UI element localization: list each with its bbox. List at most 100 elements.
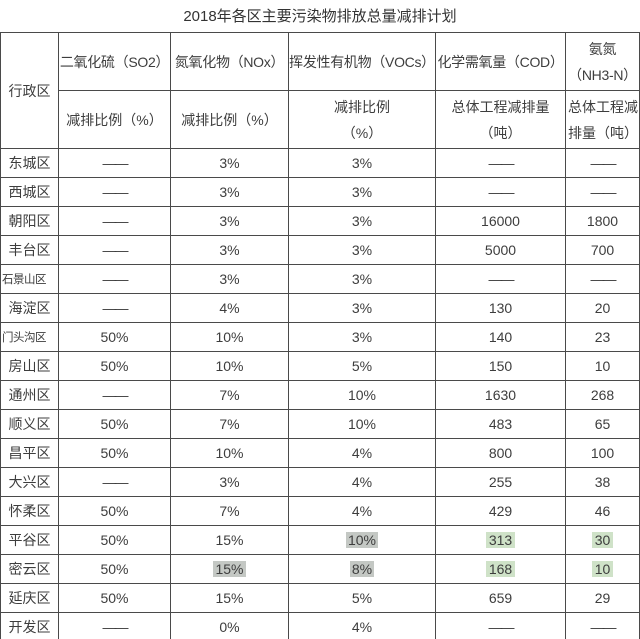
district-cell: 昌平区 (0, 438, 59, 468)
cell-value: 46 (594, 503, 611, 519)
district-cell: 西城区 (0, 177, 59, 207)
value-cell: 10 (565, 554, 640, 584)
table-row: 房山区 50% 10% 5% 150 10 (0, 351, 640, 381)
value-cell: 1630 (435, 380, 566, 410)
cell-value: 10% (347, 416, 377, 432)
cell-value: 50% (100, 590, 129, 606)
table-row: 怀柔区 50% 7% 4% 429 46 (0, 496, 640, 526)
district-cell: 平谷区 (0, 525, 59, 555)
value-cell: —— (435, 264, 566, 294)
value-cell: 10% (288, 380, 436, 410)
cell-value: 483 (488, 416, 513, 432)
watermark-highlighted-value: 10% (345, 532, 379, 548)
value-cell: 1800 (565, 206, 640, 236)
value-cell: 140 (435, 322, 566, 352)
table-row: 西城区 —— 3% 3% —— —— (0, 177, 640, 207)
value-cell: —— (565, 612, 640, 639)
value-cell: 100 (565, 438, 640, 468)
column-sub-so2: 减排比例（%） (58, 90, 171, 149)
dash-value: —— (102, 271, 129, 287)
value-cell: 255 (435, 467, 566, 497)
cell-value: 150 (488, 358, 513, 374)
cell-value: 29 (594, 590, 611, 606)
dash-value: —— (590, 184, 617, 200)
cell-value: 7% (219, 416, 240, 432)
district-cell: 房山区 (0, 351, 59, 381)
cell-value: 3% (219, 213, 240, 229)
value-cell: —— (435, 148, 566, 178)
watermark-highlighted-value: 168 (485, 561, 516, 577)
value-cell: 46 (565, 496, 640, 526)
district-cell: 延庆区 (0, 583, 59, 613)
cell-value: 65 (594, 416, 611, 432)
value-cell: 10% (170, 351, 289, 381)
column-group-cod: 化学需氧量（COD） (435, 32, 566, 91)
district-cell: 海淀区 (0, 293, 59, 323)
value-cell: 3% (170, 148, 289, 178)
cell-value: 50% (100, 561, 129, 577)
cell-value: 10% (215, 358, 244, 374)
cell-value: 429 (488, 503, 513, 519)
value-cell: 7% (170, 496, 289, 526)
value-cell: 700 (565, 235, 640, 265)
value-cell: 50% (58, 496, 171, 526)
value-cell: 50% (58, 322, 171, 352)
table-row: 开发区 —— 0% 4% —— —— (0, 612, 640, 639)
table-row: 密云区 50% 15% 8% 168 10 (0, 554, 640, 584)
table-row: 大兴区 —— 3% 4% 255 38 (0, 467, 640, 497)
table-header: 行政区 二氧化硫（SO2） 氮氧化物（NOx） 挥发性有机物（VOCs） 化学需… (0, 32, 640, 149)
value-cell: 150 (435, 351, 566, 381)
district-cell: 开发区 (0, 612, 59, 639)
value-cell: 4% (288, 612, 436, 639)
cell-value: 3% (351, 242, 373, 258)
value-cell: —— (565, 264, 640, 294)
value-cell: 23 (565, 322, 640, 352)
value-cell: —— (435, 612, 566, 639)
cell-value: 38 (594, 474, 611, 490)
cell-value: 4% (351, 619, 373, 635)
table-row: 东城区 —— 3% 3% —— —— (0, 148, 640, 178)
value-cell: 168 (435, 554, 566, 584)
value-cell: 10% (170, 438, 289, 468)
cell-value: 15% (215, 532, 244, 548)
value-cell: 483 (435, 409, 566, 439)
value-cell: —— (58, 177, 171, 207)
value-cell: 4% (288, 467, 436, 497)
header-row-metrics: 减排比例（%） 减排比例（%） 减排比例 （%） 总体工程减排量 （吨） 总体工… (1, 90, 640, 149)
dash-value: —— (590, 619, 617, 635)
value-cell: 20 (565, 293, 640, 323)
table-row: 通州区 —— 7% 10% 1630 268 (0, 380, 640, 410)
cell-value: 255 (488, 474, 513, 490)
value-cell: 50% (58, 554, 171, 584)
district-cell: 通州区 (0, 380, 59, 410)
cell-value: 10% (215, 445, 244, 461)
cell-value: 5% (351, 590, 373, 606)
column-group-so2: 二氧化硫（SO2） (58, 32, 171, 91)
value-cell: —— (58, 206, 171, 236)
table-row: 海淀区 —— 4% 3% 130 20 (0, 293, 640, 323)
cell-value: 16000 (481, 213, 520, 229)
value-cell: 50% (58, 583, 171, 613)
value-cell: 3% (170, 206, 289, 236)
value-cell: 7% (170, 409, 289, 439)
value-cell: 3% (170, 264, 289, 294)
cell-value: 3% (351, 155, 373, 171)
dash-value: —— (102, 155, 129, 171)
cell-value: 3% (351, 329, 373, 345)
value-cell: 50% (58, 438, 171, 468)
page-title: 2018年各区主要污染物排放总量减排计划 (183, 8, 457, 25)
column-sub-nh3n: 总体工程减 排量（吨） (565, 90, 640, 149)
dash-value: —— (488, 155, 515, 171)
value-cell: 30 (565, 525, 640, 555)
district-cell: 朝阳区 (0, 206, 59, 236)
value-cell: 15% (170, 554, 289, 584)
table-row: 延庆区 50% 15% 5% 659 29 (0, 583, 640, 613)
district-cell: 石景山区 (0, 264, 59, 294)
cell-value: 3% (219, 271, 240, 287)
cell-value: 140 (488, 329, 513, 345)
cell-value: 23 (594, 329, 611, 345)
cell-value: 50% (100, 445, 129, 461)
value-cell: —— (58, 264, 171, 294)
value-cell: 130 (435, 293, 566, 323)
cell-value: 4% (351, 445, 373, 461)
